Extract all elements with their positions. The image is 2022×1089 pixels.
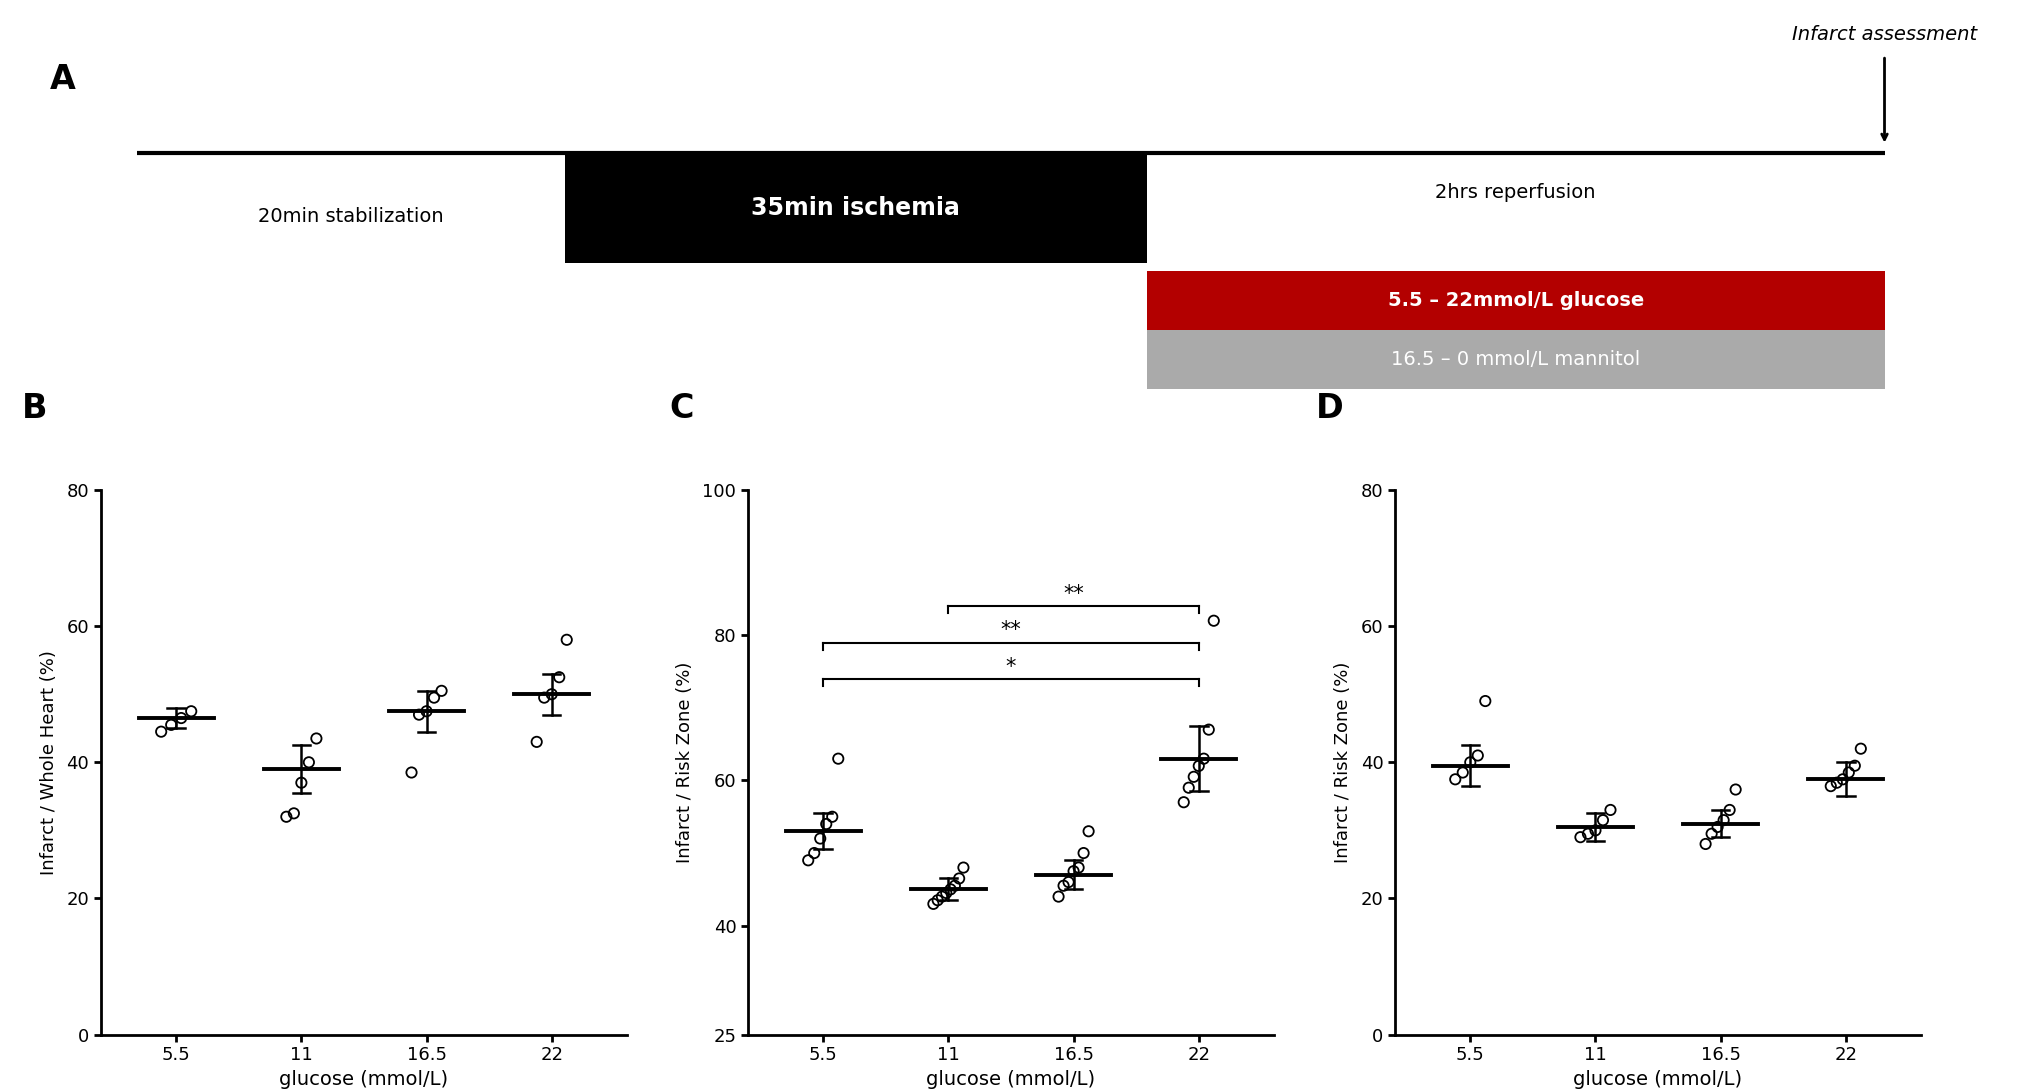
Point [1187, 750, 1219, 768]
X-axis label: glucose (mmol/L): glucose (mmol/L) [926, 1069, 1096, 1089]
Point [1690, 835, 1723, 853]
Text: B: B [22, 392, 49, 425]
Text: C: C [669, 392, 694, 425]
Point [528, 689, 560, 707]
Point [811, 816, 843, 833]
X-axis label: glucose (mmol/L): glucose (mmol/L) [279, 1069, 449, 1089]
Point [544, 669, 576, 686]
X-axis label: glucose (mmol/L): glucose (mmol/L) [1573, 1069, 1743, 1089]
Point [419, 689, 451, 707]
Point [938, 877, 971, 894]
Point [1043, 888, 1076, 905]
Point [277, 805, 309, 822]
Point [1183, 757, 1215, 774]
Point [402, 706, 435, 723]
Bar [1146, 271, 1885, 330]
Point [1072, 822, 1104, 840]
Point [805, 830, 837, 847]
Point [156, 717, 188, 734]
Point [1051, 873, 1084, 891]
Text: A: A [51, 63, 77, 96]
Point [176, 702, 208, 720]
Text: D: D [1316, 392, 1345, 425]
Text: *: * [1005, 657, 1017, 676]
Point [922, 892, 954, 909]
Point [536, 686, 568, 703]
Point [799, 844, 831, 861]
Point [1719, 781, 1751, 798]
Point [946, 859, 979, 877]
Point [520, 733, 552, 750]
Y-axis label: Infarct / Risk Zone (%): Infarct / Risk Zone (%) [1335, 662, 1353, 862]
Point [1177, 768, 1209, 785]
Text: **: ** [1064, 584, 1084, 604]
Point [1197, 612, 1229, 629]
Point [1454, 754, 1486, 771]
Bar [564, 154, 1146, 264]
Point [1820, 774, 1852, 792]
Point [550, 631, 582, 648]
Point [1173, 779, 1205, 796]
Point [396, 763, 429, 781]
Y-axis label: Infarct / Whole Heart (%): Infarct / Whole Heart (%) [40, 650, 59, 874]
Text: 16.5 – 0 mmol/L mannitol: 16.5 – 0 mmol/L mannitol [1391, 350, 1640, 369]
Point [1571, 825, 1603, 843]
Text: 35min ischemia: 35min ischemia [752, 196, 960, 220]
Point [1047, 877, 1080, 894]
Point [1058, 862, 1090, 880]
Point [299, 730, 332, 747]
Point [1565, 829, 1597, 846]
Text: **: ** [1001, 621, 1021, 640]
Point [1707, 811, 1739, 829]
Point [1167, 794, 1199, 811]
Text: 5.5 – 22mmol/L glucose: 5.5 – 22mmol/L glucose [1387, 291, 1644, 310]
Point [1579, 821, 1612, 839]
Bar [1146, 330, 1885, 389]
Point [1470, 693, 1502, 710]
Y-axis label: Infarct / Risk Zone (%): Infarct / Risk Zone (%) [675, 662, 694, 862]
Point [817, 808, 849, 825]
Point [934, 881, 967, 898]
Point [271, 808, 303, 825]
Point [918, 895, 950, 913]
Point [1814, 778, 1846, 795]
Point [166, 709, 198, 726]
Text: 20min stabilization: 20min stabilization [259, 207, 445, 225]
Point [1440, 771, 1472, 788]
Text: 2hrs reperfusion: 2hrs reperfusion [1436, 183, 1595, 203]
Point [1826, 771, 1858, 788]
Point [1694, 825, 1727, 843]
Point [410, 702, 443, 720]
Point [146, 723, 178, 741]
Point [1062, 859, 1094, 877]
Point [926, 888, 958, 905]
Point [1068, 844, 1100, 861]
Point [1193, 721, 1225, 738]
Point [1593, 802, 1626, 819]
Point [425, 682, 457, 699]
Text: Infarct assessment: Infarct assessment [1791, 25, 1978, 44]
Point [1844, 741, 1876, 758]
Point [285, 774, 317, 792]
Point [1838, 757, 1870, 774]
Point [1713, 802, 1745, 819]
Point [293, 754, 326, 771]
Point [1587, 811, 1620, 829]
Point [823, 750, 855, 768]
Point [1462, 747, 1494, 764]
Point [942, 870, 975, 888]
Point [930, 884, 962, 902]
Point [793, 852, 825, 869]
Point [1446, 763, 1478, 781]
Point [1832, 763, 1864, 781]
Point [1701, 818, 1733, 835]
